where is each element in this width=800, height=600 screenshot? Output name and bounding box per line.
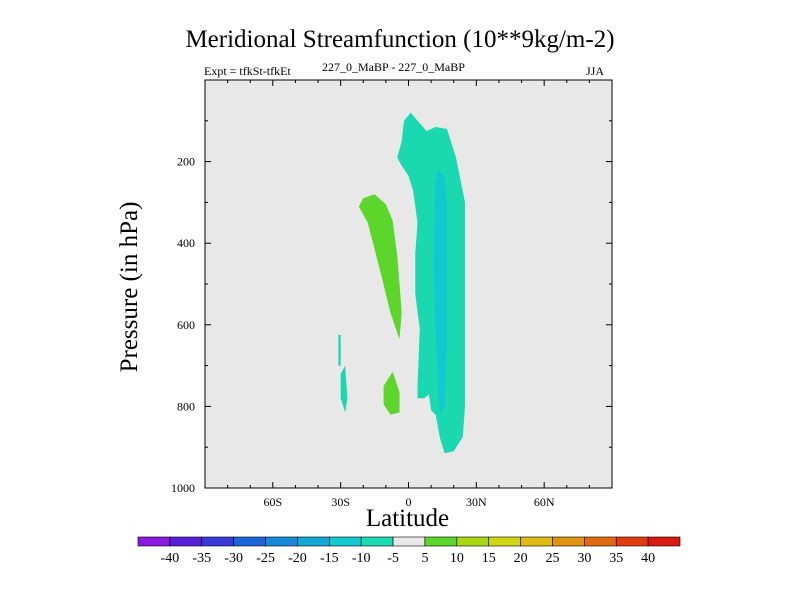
colorbar-swatch <box>520 536 553 547</box>
y-tick-label: 400 <box>177 236 195 250</box>
colorbar-swatch <box>392 536 426 547</box>
contour-region-teal-patch-south <box>340 365 348 413</box>
contour-region-green-cell-lower <box>383 371 400 415</box>
colorbar-swatch <box>297 536 330 547</box>
colorbar-swatch <box>456 536 490 547</box>
colorbar-label: 10 <box>450 551 464 566</box>
colorbar-label: 30 <box>577 551 591 566</box>
experiment-label: Expt = tfkSt-tfkEt <box>204 64 291 78</box>
colorbar-swatch <box>615 536 649 547</box>
colorbar-label: 20 <box>514 551 528 566</box>
colorbar-label: 5 <box>421 551 428 566</box>
colorbar-label: -5 <box>387 551 399 566</box>
x-tick-label: 30N <box>466 495 487 509</box>
chart-title: Meridional Streamfunction (10**9kg/m-2) <box>185 26 615 53</box>
colorbar-swatch <box>265 536 298 547</box>
colorbar-label: -25 <box>256 551 275 566</box>
colorbar-label: -35 <box>192 551 211 566</box>
colorbar-swatch <box>552 536 585 547</box>
colorbar-label: -30 <box>224 551 243 566</box>
contour-region-cyan-core <box>433 169 447 415</box>
y-tick-label: 600 <box>177 318 195 332</box>
season-label: JJA <box>586 64 605 78</box>
colorbar-label: 35 <box>609 551 623 566</box>
x-axis-label: Latitude <box>365 505 450 532</box>
colorbar-swatch <box>584 536 617 547</box>
colorbar-swatch <box>328 536 362 547</box>
x-tick-label: 60N <box>534 495 555 509</box>
y-tick-label: 1000 <box>171 481 195 495</box>
contour-region-green-cell-upper <box>358 194 402 340</box>
colorbar-label: -20 <box>288 551 307 566</box>
contour-region-teal-cell <box>397 112 465 454</box>
chart-subtitle: 227_0_MaBP - 227_0_MaBP <box>322 60 465 74</box>
colorbar-swatch <box>169 536 203 547</box>
colorbar-label: 25 <box>545 551 559 566</box>
colorbar-swatch <box>424 536 458 547</box>
colorbar-swatch <box>647 536 681 547</box>
colorbar-label: 40 <box>641 551 655 566</box>
colorbar-swatch <box>360 536 394 547</box>
y-tick-label: 800 <box>177 399 195 413</box>
colorbar-swatch <box>201 536 234 547</box>
colorbar-label: 15 <box>482 551 496 566</box>
colorbar-swatch <box>137 536 171 547</box>
colorbar-label: -10 <box>352 551 371 566</box>
colorbar-label: -15 <box>320 551 339 566</box>
x-tick-label: 30S <box>331 495 350 509</box>
contour-region-teal-sliver-south <box>338 335 341 366</box>
colorbar-label: -40 <box>161 551 180 566</box>
x-tick-label: 0 <box>406 495 412 509</box>
x-tick-label: 60S <box>263 495 282 509</box>
colorbar-swatch <box>488 536 521 547</box>
colorbar-swatch <box>233 536 266 547</box>
y-tick-label: 200 <box>177 155 195 169</box>
